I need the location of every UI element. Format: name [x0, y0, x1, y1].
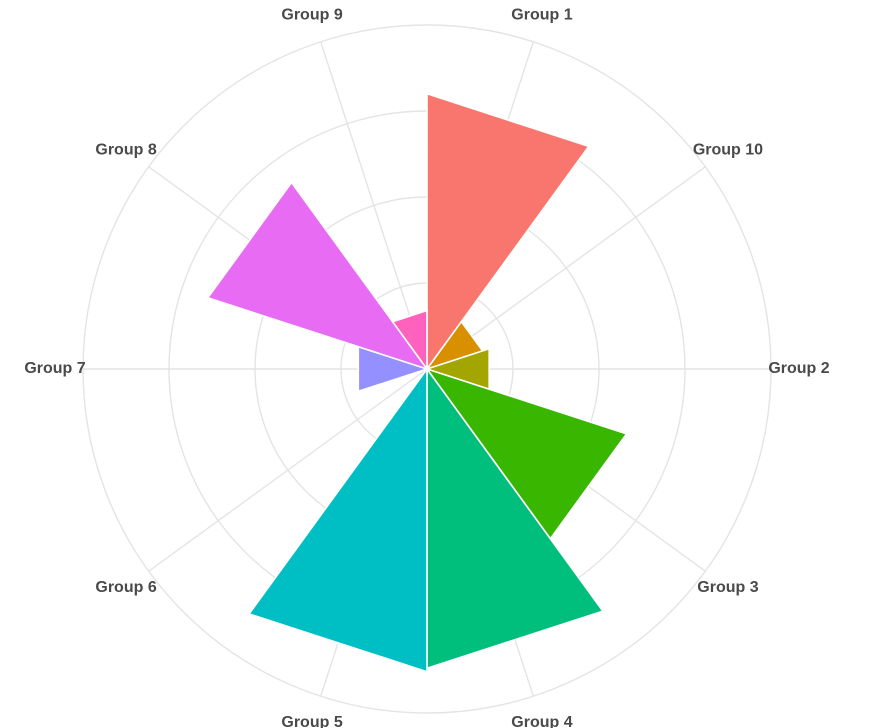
bars [206, 92, 628, 673]
category-label: Group 6 [95, 579, 156, 596]
grid-spoke [426, 166, 706, 370]
category-labels: Group 1 Group 10 Group 2 Group 3 Group 4 Grou… [24, 6, 829, 728]
grid-spoke [320, 41, 428, 370]
category-label: Group 1 [511, 6, 572, 23]
category-label: Group 7 [24, 360, 85, 377]
category-label: Group 4 [511, 714, 572, 728]
category-label: Group 3 [697, 579, 758, 596]
grid-spoke [148, 368, 428, 572]
bar-group-1 [426, 92, 591, 372]
category-label: Group 8 [95, 142, 156, 159]
category-label: Group 2 [768, 360, 829, 377]
category-label: Group 9 [281, 6, 342, 23]
bar-group-5 [247, 366, 428, 673]
bar-group-8 [206, 181, 430, 371]
bar-group-9 [391, 309, 428, 372]
category-label: Group 10 [693, 142, 763, 159]
category-label: Group 5 [281, 714, 342, 728]
